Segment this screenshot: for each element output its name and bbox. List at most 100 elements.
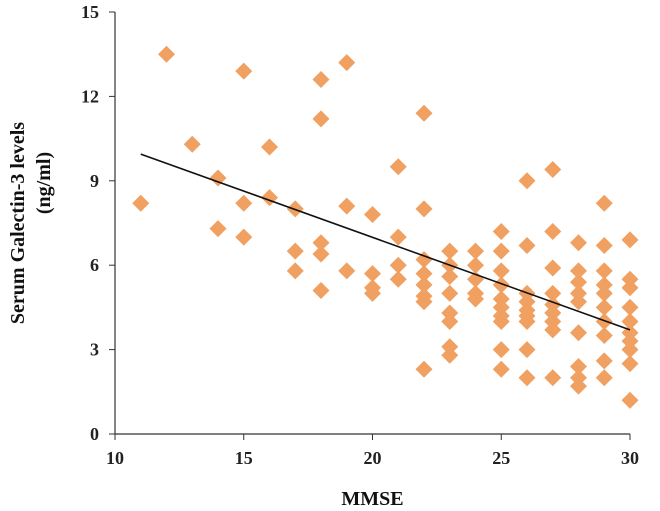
data-point <box>364 206 381 224</box>
data-point <box>338 197 356 215</box>
data-point <box>518 369 536 387</box>
data-point <box>595 369 613 387</box>
y-tick-label: 15 <box>81 2 99 22</box>
data-point <box>312 245 330 263</box>
data-point <box>209 169 227 187</box>
data-point <box>492 341 510 359</box>
data-point <box>544 161 562 179</box>
data-point <box>570 234 587 252</box>
data-point <box>441 312 459 330</box>
data-point <box>415 293 433 311</box>
data-point <box>209 220 227 238</box>
data-point <box>621 355 639 373</box>
data-point <box>441 346 459 364</box>
data-point <box>595 284 613 302</box>
data-point <box>570 324 587 342</box>
y-axis-title-line-1: Serum Galectin-3 levels <box>7 122 29 324</box>
data-point <box>544 222 562 240</box>
data-point <box>415 276 433 294</box>
data-point <box>518 312 536 330</box>
y-tick-label: 9 <box>90 171 99 191</box>
data-point <box>595 352 613 370</box>
x-tick-label: 30 <box>621 448 639 468</box>
data-point <box>364 265 381 283</box>
data-point <box>312 282 330 300</box>
data-point <box>467 256 484 274</box>
x-tick-label: 25 <box>492 448 510 468</box>
data-point <box>441 284 459 302</box>
data-point <box>595 237 613 255</box>
data-point <box>492 222 510 240</box>
data-point <box>415 360 433 378</box>
data-point <box>441 242 459 260</box>
data-point <box>492 242 510 260</box>
data-point <box>621 279 639 297</box>
data-point <box>518 172 536 190</box>
data-point <box>544 259 562 277</box>
x-tick-label: 20 <box>364 448 382 468</box>
data-point <box>467 290 484 308</box>
data-point <box>312 234 330 252</box>
trendline <box>140 153 631 331</box>
data-point <box>570 273 587 291</box>
data-point <box>312 71 330 89</box>
data-point <box>441 267 459 285</box>
data-point <box>415 265 433 283</box>
data-point <box>570 357 587 375</box>
data-point <box>621 298 639 316</box>
data-point <box>518 341 536 359</box>
data-point <box>364 284 381 302</box>
y-axis-title-line-2: (ng/ml) <box>33 152 55 214</box>
data-point <box>570 293 587 311</box>
y-tick-label: 12 <box>81 86 99 106</box>
axis-ticks: 0 3 6 9 12 15 10 15 20 25 30 <box>81 2 639 468</box>
data-point <box>286 242 304 260</box>
data-point <box>183 135 201 153</box>
data-point <box>518 237 536 255</box>
data-point <box>621 391 639 409</box>
data-point <box>338 262 356 280</box>
data-point <box>312 110 330 128</box>
data-point <box>467 270 484 288</box>
data-point <box>415 200 433 218</box>
y-tick-label: 6 <box>90 255 99 275</box>
data-point <box>544 321 562 339</box>
y-tick-label: 3 <box>90 340 99 360</box>
data-point <box>492 312 510 330</box>
data-point <box>389 228 407 246</box>
data-point <box>544 284 562 302</box>
data-point <box>492 262 510 280</box>
x-tick-label: 15 <box>235 448 253 468</box>
y-axis-title: Serum Galectin-3 levels (ng/ml) <box>7 122 55 324</box>
data-point <box>132 194 150 212</box>
data-point <box>389 158 407 176</box>
data-point <box>415 251 433 269</box>
data-point <box>595 298 613 316</box>
data-point <box>235 62 253 80</box>
data-point <box>158 45 175 63</box>
data-point <box>595 327 613 345</box>
data-point <box>286 262 304 280</box>
x-axis-title: MMSE <box>341 488 403 510</box>
trendline-layer <box>140 153 631 331</box>
data-point <box>389 270 407 288</box>
data-point <box>621 231 639 249</box>
data-point <box>235 194 253 212</box>
data-point <box>595 194 613 212</box>
scatter-points <box>132 45 639 409</box>
data-point <box>492 276 510 294</box>
x-tick-label: 10 <box>106 448 124 468</box>
data-point <box>338 54 356 72</box>
data-point <box>621 341 639 359</box>
data-point <box>467 242 484 260</box>
data-point <box>595 262 613 280</box>
data-point <box>621 312 639 330</box>
data-point <box>261 138 278 156</box>
data-point <box>389 256 407 274</box>
data-point <box>415 104 433 122</box>
y-tick-label: 0 <box>90 424 99 444</box>
data-point <box>570 377 587 395</box>
data-point <box>570 262 587 280</box>
data-point <box>544 369 562 387</box>
